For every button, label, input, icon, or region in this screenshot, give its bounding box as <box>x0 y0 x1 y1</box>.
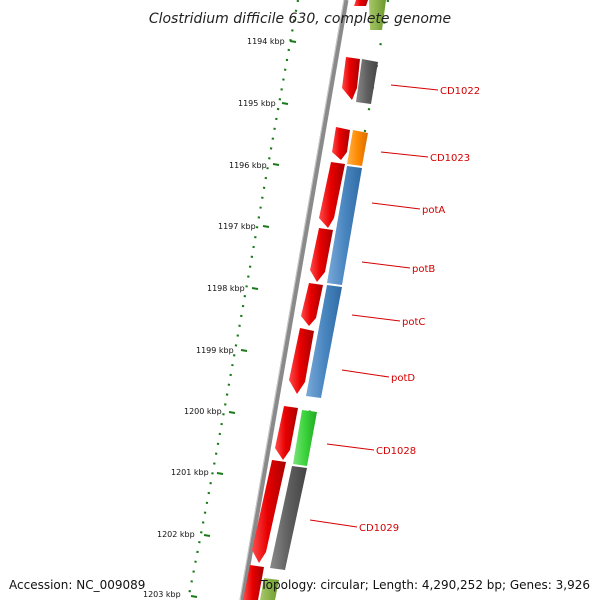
gene-block-olive[interactable] <box>260 578 279 600</box>
tick-label: 1197 kbp <box>218 222 256 231</box>
accession-text: Accession: NC_009089 <box>9 578 146 592</box>
gene-label-pota[interactable]: potA <box>422 205 445 216</box>
tick-label: 1196 kbp <box>229 161 267 170</box>
tick-marks <box>190 40 297 598</box>
topology-text: Topology: circular; Length: 4,290,252 bp… <box>260 578 590 592</box>
forward-genes <box>243 0 368 600</box>
gene-arrow[interactable] <box>310 228 333 282</box>
cog-genes <box>260 0 386 600</box>
tick-label: 1203 kbp <box>143 590 181 599</box>
map-title: Clostridium difficile 630, complete geno… <box>149 11 451 27</box>
gene-label-potb[interactable]: potB <box>412 264 435 275</box>
gene-label-cd1023[interactable]: CD1023 <box>430 153 470 164</box>
tick-labels: 1194 kbp 1195 kbp 1196 kbp 1197 kbp 1198… <box>143 37 285 599</box>
tick-label: 1201 kbp <box>171 468 209 477</box>
tick-label: 1202 kbp <box>157 530 195 539</box>
tick-label: 1198 kbp <box>207 284 245 293</box>
gene-arrow[interactable] <box>319 162 345 228</box>
gene-block-blue[interactable] <box>327 166 362 285</box>
backbone-arc <box>239 0 349 600</box>
gene-arrow[interactable] <box>301 283 323 326</box>
label-leaders <box>309 84 439 528</box>
gene-arrow[interactable] <box>289 328 314 394</box>
ruler-dots-outer <box>186 0 300 600</box>
gene-block-gray[interactable] <box>356 59 378 104</box>
gene-arrow[interactable] <box>342 57 360 100</box>
tick-label: 1199 kbp <box>196 346 234 355</box>
gene-block-olive[interactable] <box>369 0 386 30</box>
gene-block-gray[interactable] <box>270 466 307 570</box>
gene-label-cd1029[interactable]: CD1029 <box>359 523 399 534</box>
gene-labels: CD1022 CD1023 potA potB potC potD CD1028… <box>359 86 480 534</box>
gene-block-orange[interactable] <box>347 130 368 166</box>
tick-label: 1200 kbp <box>184 407 222 416</box>
tick-label: 1195 kbp <box>238 99 276 108</box>
gene-label-cd1028[interactable]: CD1028 <box>376 446 416 457</box>
gene-arrow[interactable] <box>354 0 368 6</box>
tick-label: 1194 kbp <box>247 37 285 46</box>
gene-label-cd1022[interactable]: CD1022 <box>440 86 480 97</box>
gene-arrow[interactable] <box>275 406 298 460</box>
gene-block-blue[interactable] <box>306 285 342 398</box>
gene-arrow[interactable] <box>332 127 350 160</box>
gene-arrow[interactable] <box>243 565 264 600</box>
gene-arrow[interactable] <box>252 460 286 563</box>
gene-block-green[interactable] <box>293 410 317 466</box>
gene-label-potd[interactable]: potD <box>391 373 415 384</box>
gene-label-potc[interactable]: potC <box>402 317 425 328</box>
